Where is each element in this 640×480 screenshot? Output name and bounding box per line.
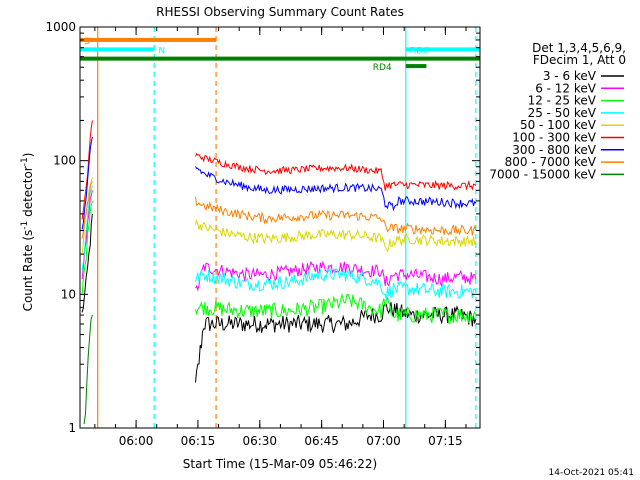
y-tick-label: 10 — [61, 287, 76, 301]
annotation-label-4: RD0 — [410, 46, 429, 56]
svg-text:Count Rate (s-1 detector-1): Count Rate (s-1 detector-1) — [20, 153, 35, 312]
annotation-label-0: S — [84, 37, 90, 47]
annotation-bar-4 — [405, 47, 480, 52]
series-line-8-0 — [83, 314, 93, 425]
series-line-6-0 — [81, 136, 93, 230]
chart-title: RHESSI Observing Summary Count Rates — [156, 5, 404, 19]
series-line-2-1 — [195, 292, 477, 324]
x-tick-label: 07:00 — [366, 434, 401, 448]
y-tick-label: 1000 — [45, 20, 76, 34]
y-label-mid: detector — [21, 166, 35, 221]
legend-label-4: 50 - 100 keV — [520, 118, 597, 132]
x-tick-label: 06:45 — [304, 434, 339, 448]
x-tick-label: 06:00 — [119, 434, 154, 448]
y-tick-label: 1 — [68, 421, 76, 435]
series-line-6-1 — [195, 166, 477, 212]
plot-frame — [79, 26, 481, 429]
annotation-bar-3 — [405, 64, 427, 69]
series-line-3-0 — [81, 185, 93, 271]
annotation-label-1: N — [158, 46, 165, 56]
y-label-sup1: -1 — [20, 221, 30, 230]
legend-label-1: 6 - 12 keV — [535, 81, 597, 95]
y-label-sup2: -1 — [20, 157, 30, 166]
legend-header-0: Det 1,3,4,5,6,9, — [532, 41, 626, 55]
legend-label-5: 100 - 300 keV — [512, 131, 596, 145]
x-tick-label: 07:15 — [428, 434, 463, 448]
y-axis-label: Count Rate (s-1 detector-1) — [20, 153, 35, 312]
series-line-1-1 — [195, 260, 477, 292]
annotation-bar-2 — [80, 56, 480, 61]
x-axis-label: Start Time (15-Mar-09 05:46:22) — [183, 457, 377, 471]
y-label-main: Count Rate (s — [21, 230, 35, 312]
series-line-4-1 — [195, 218, 477, 252]
series-line-5-1 — [195, 152, 477, 191]
series-line-7-1 — [195, 196, 477, 236]
annotation-bar-1 — [80, 47, 155, 52]
legend-header-1: FDecim 1, Att 0 — [533, 53, 626, 67]
legend-label-7: 800 - 7000 keV — [505, 155, 597, 169]
y-tick-label: 100 — [53, 154, 76, 168]
legend-label-3: 25 - 50 keV — [528, 106, 597, 120]
annotation-label-3: RD4 — [373, 63, 392, 73]
y-label-end: ) — [21, 153, 35, 158]
annotation-bar-0 — [80, 37, 217, 42]
legend-label-0: 3 - 6 keV — [543, 69, 597, 83]
footer-timestamp: 14-Oct-2021 05:41 — [549, 468, 634, 478]
series-line-3-1 — [195, 267, 477, 300]
legend-label-6: 300 - 800 keV — [512, 143, 596, 157]
x-tick-label: 06:15 — [181, 434, 216, 448]
legend-label-8: 7000 - 15000 keV — [489, 167, 596, 181]
series-line-7-0 — [81, 181, 93, 239]
series-line-2-0 — [81, 200, 93, 296]
series-line-0-0 — [81, 213, 93, 313]
legend-label-2: 12 - 25 keV — [528, 94, 597, 108]
x-tick-label: 06:30 — [242, 434, 277, 448]
